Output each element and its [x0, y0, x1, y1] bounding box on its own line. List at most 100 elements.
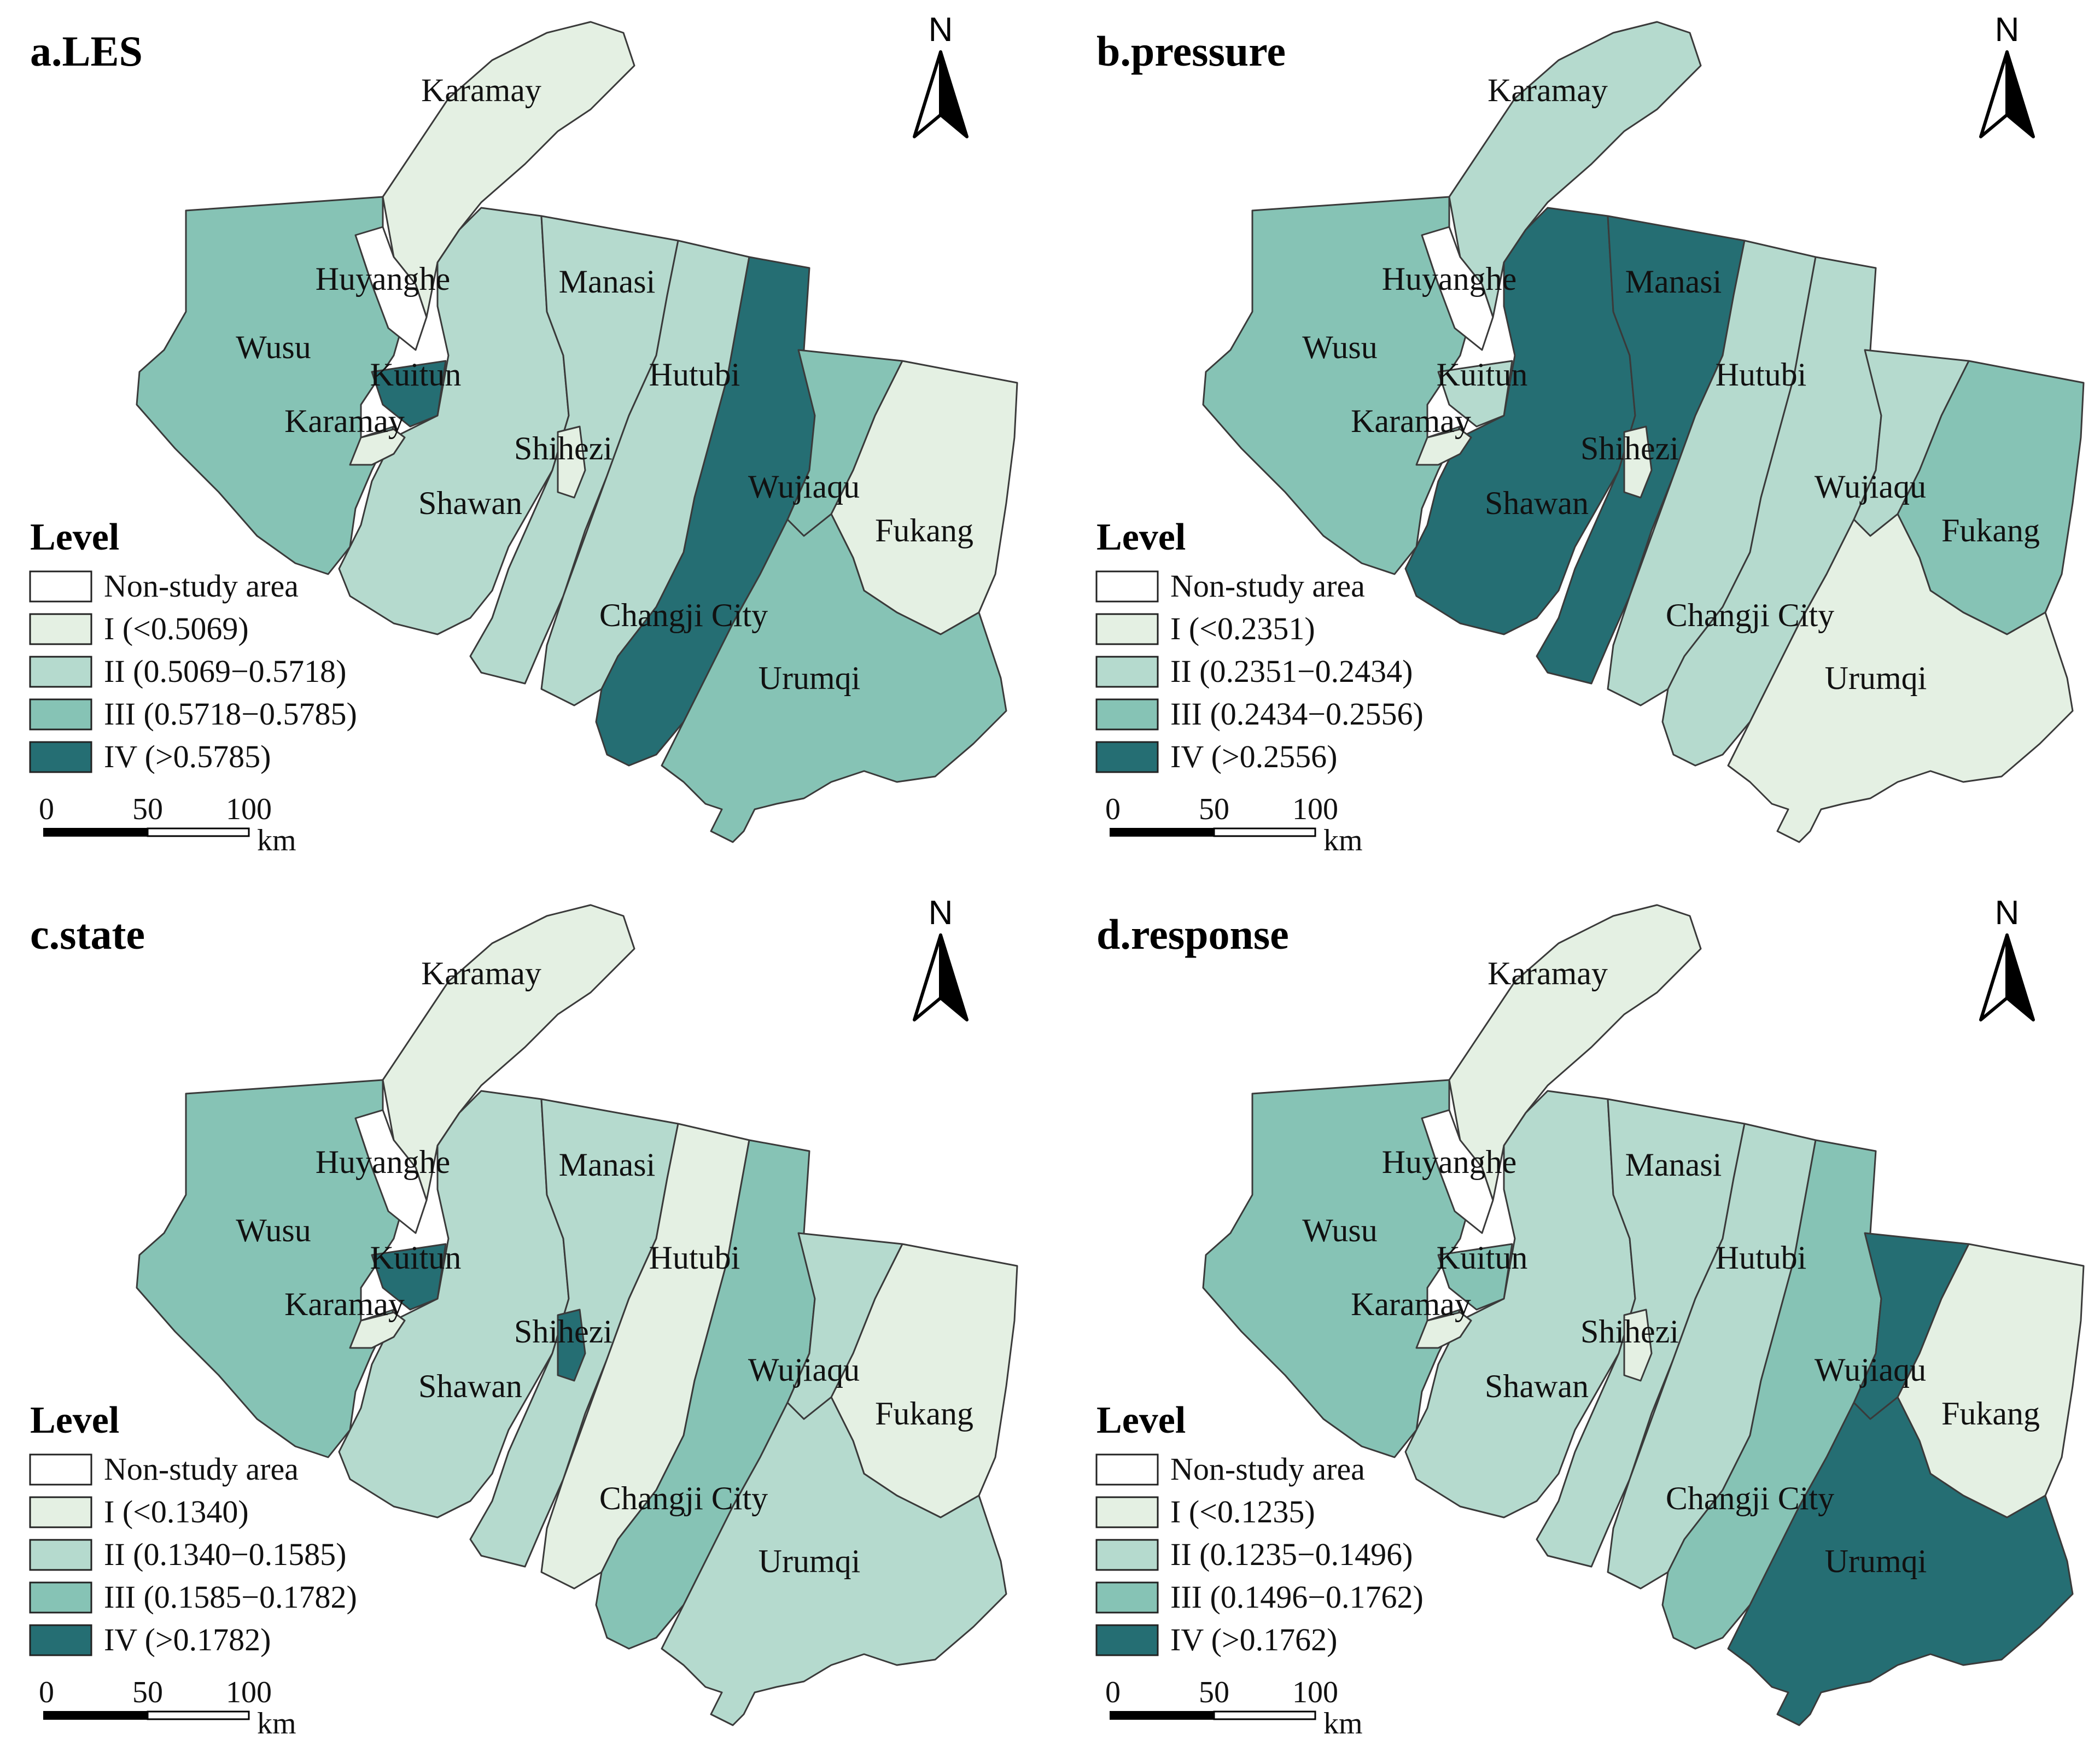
region-label-karamay-s: Karamay	[1351, 403, 1471, 439]
region-huyanghe	[1421, 1109, 1494, 1234]
scale-unit: km	[1323, 824, 1363, 857]
scale-tick-label: 0	[39, 792, 54, 826]
region-label-hutubi: Hutubi	[1716, 1240, 1807, 1276]
legend-swatch	[1095, 1453, 1159, 1486]
region-karamay-s	[1415, 1311, 1472, 1349]
scale-tick-label: 50	[132, 792, 163, 826]
region-label-fukang: Fukang	[875, 1395, 973, 1432]
region-label-wujiaqu: Wujiaqu	[1815, 1352, 1926, 1388]
north-label: N	[929, 894, 953, 932]
legend-swatch	[29, 698, 92, 731]
region-label-manasi: Manasi	[559, 264, 656, 300]
region-label-shihezi: Shihezi	[1580, 1313, 1679, 1350]
region-label-wusu: Wusu	[236, 329, 311, 365]
region-label-kuitun: Kuitun	[1437, 357, 1528, 393]
legend-label: III (0.1585−0.1782)	[104, 1579, 357, 1615]
legend-swatch	[1095, 1539, 1159, 1571]
panel-title: b.pressure	[1096, 27, 1286, 75]
legend-swatch	[1095, 698, 1159, 731]
region-label-karamay-n: Karamay	[421, 955, 541, 991]
region-label-karamay-n: Karamay	[1488, 72, 1608, 108]
region-label-shihezi: Shihezi	[514, 1313, 612, 1350]
scale-tick-label: 100	[226, 1675, 272, 1709]
region-label-huyanghe: Huyanghe	[316, 1144, 451, 1180]
legend-swatch	[1095, 570, 1159, 603]
scale-tick-label: 50	[1199, 792, 1229, 826]
region-huyanghe	[354, 1109, 428, 1234]
region-label-karamay-n: Karamay	[421, 72, 541, 108]
region-label-shawan: Shawan	[418, 1368, 522, 1404]
legend-label: IV (>0.1782)	[104, 1622, 271, 1657]
legend-label: Non-study area	[104, 1451, 299, 1487]
region-karamay-s	[349, 428, 406, 466]
region-label-fukang: Fukang	[1941, 1395, 2040, 1432]
legend-swatch	[29, 1539, 92, 1571]
region-label-manasi: Manasi	[559, 1147, 656, 1183]
legend-label: II (0.1340−0.1585)	[104, 1537, 346, 1572]
legend-swatch	[29, 1453, 92, 1486]
legend-label: I (<0.2351)	[1170, 611, 1315, 646]
legend-label: III (0.2434−0.2556)	[1170, 696, 1424, 732]
region-kuitun	[1437, 360, 1513, 428]
scale-tick-label: 100	[1292, 792, 1338, 826]
scale-tick-label: 100	[1292, 1675, 1338, 1709]
region-label-kuitun: Kuitun	[370, 357, 462, 393]
region-label-urumqi: Urumqi	[759, 1543, 861, 1579]
region-label-manasi: Manasi	[1625, 1147, 1722, 1183]
region-label-karamay-n: Karamay	[1488, 955, 1608, 991]
legend-label: IV (>0.1762)	[1170, 1622, 1338, 1657]
region-label-wujiaqu: Wujiaqu	[1815, 469, 1926, 505]
region-label-changji: Changji City	[599, 597, 768, 633]
region-label-shihezi: Shihezi	[514, 430, 612, 466]
legend-swatch	[29, 656, 92, 688]
region-label-hutubi: Hutubi	[1716, 357, 1807, 393]
region-shihezi	[557, 425, 586, 499]
region-shihezi	[1623, 1309, 1653, 1382]
region-shihezi	[557, 1309, 586, 1382]
region-label-fukang: Fukang	[1941, 512, 2040, 548]
region-label-shawan: Shawan	[1485, 485, 1589, 521]
region-label-fukang: Fukang	[875, 512, 973, 548]
region-label-kuitun: Kuitun	[1437, 1240, 1528, 1276]
region-label-huyanghe: Huyanghe	[1382, 261, 1517, 297]
north-label: N	[929, 11, 953, 49]
region-label-huyanghe: Huyanghe	[316, 261, 451, 297]
legend-swatch	[1095, 1581, 1159, 1614]
legend-label: III (0.5718−0.5785)	[104, 696, 357, 732]
north-arrow-icon: N	[1979, 894, 2035, 1021]
legend-label: I (<0.5069)	[104, 611, 249, 646]
scale-tick-label: 0	[1105, 792, 1121, 826]
scale-unit: km	[257, 1707, 296, 1741]
region-label-kuitun: Kuitun	[370, 1240, 462, 1276]
north-arrow-icon: N	[1979, 11, 2035, 138]
region-label-wusu: Wusu	[236, 1212, 311, 1248]
region-kuitun	[1437, 1243, 1513, 1311]
legend-title: Level	[30, 1399, 119, 1441]
legend-swatch	[29, 1624, 92, 1656]
region-label-huyanghe: Huyanghe	[1382, 1144, 1517, 1180]
north-label: N	[1995, 894, 2020, 932]
legend-swatch	[1095, 1624, 1159, 1656]
region-label-urumqi: Urumqi	[759, 660, 861, 696]
region-karamay-s	[1415, 428, 1472, 466]
scale-tick-label: 0	[39, 1675, 54, 1709]
region-wujiaqu	[1853, 349, 1970, 537]
region-wujiaqu	[786, 1232, 903, 1420]
region-label-changji: Changji City	[599, 1480, 768, 1516]
legend-label: IV (>0.5785)	[104, 739, 271, 774]
legend-swatch	[1095, 1496, 1159, 1528]
north-arrow-icon: N	[913, 894, 969, 1021]
legend-title: Level	[1096, 516, 1186, 558]
region-label-hutubi: Hutubi	[649, 357, 740, 393]
legend-swatch	[1095, 613, 1159, 645]
region-label-karamay-s: Karamay	[1351, 1286, 1471, 1322]
legend-swatch	[29, 613, 92, 645]
region-urumqi	[1727, 513, 2074, 843]
region-wujiaqu	[786, 349, 903, 537]
panel-title: c.state	[30, 910, 145, 958]
legend-title: Level	[30, 516, 119, 558]
